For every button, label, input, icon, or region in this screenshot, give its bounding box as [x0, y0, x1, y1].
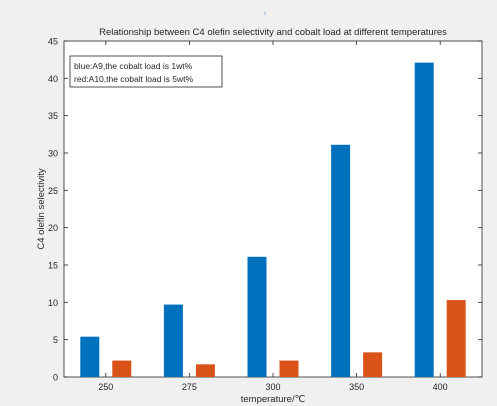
legend-box [69, 55, 223, 88]
x-tick-label: 300 [265, 382, 280, 392]
y-tick-label: 5 [53, 335, 58, 345]
y-tick-label: 25 [48, 186, 58, 196]
x-axis-label: temperature/℃ [241, 394, 306, 405]
bar-red [112, 360, 132, 377]
bar-red [446, 300, 466, 377]
y-tick-label: 0 [53, 373, 58, 383]
bar-blue [331, 144, 351, 377]
y-tick-label: 20 [48, 223, 58, 233]
plot-area [63, 40, 483, 378]
y-tick-label: 40 [48, 74, 58, 84]
legend-entry-blue: blue:A9,the cobalt load is 1wt% [74, 61, 193, 71]
figure-handle-icon[interactable]: ▫ [264, 9, 267, 18]
y-axis-ticks: 0 5 10 15 20 25 30 35 40 45 [48, 37, 482, 383]
bar-blue [414, 62, 434, 378]
x-tick-label: 250 [98, 382, 113, 392]
y-tick-label: 35 [48, 111, 58, 121]
x-tick-label: 275 [182, 382, 197, 392]
bar-blue [247, 256, 267, 377]
bar-blue [163, 304, 183, 377]
legend-entry-red: red:A10,the cobalt load is 5wt% [74, 74, 194, 84]
y-tick-label: 15 [48, 261, 58, 271]
x-axis-ticks: 250 275 300 350 400 [98, 41, 448, 392]
y-axis-label: C4 olefin selectivity [36, 168, 47, 250]
chart-title: Relationship between C4 olefin selectivi… [99, 27, 447, 38]
bar-series [80, 62, 466, 378]
bar-red [279, 360, 299, 377]
bar-red [363, 352, 383, 377]
x-tick-label: 350 [349, 382, 364, 392]
y-tick-label: 10 [48, 298, 58, 308]
x-tick-label: 400 [433, 382, 448, 392]
y-tick-label: 30 [48, 149, 58, 159]
y-tick-label: 45 [48, 37, 58, 47]
legend: blue:A9,the cobalt load is 1wt% red:A10,… [69, 55, 223, 88]
bar-blue [80, 336, 100, 377]
bar-red [195, 364, 215, 377]
